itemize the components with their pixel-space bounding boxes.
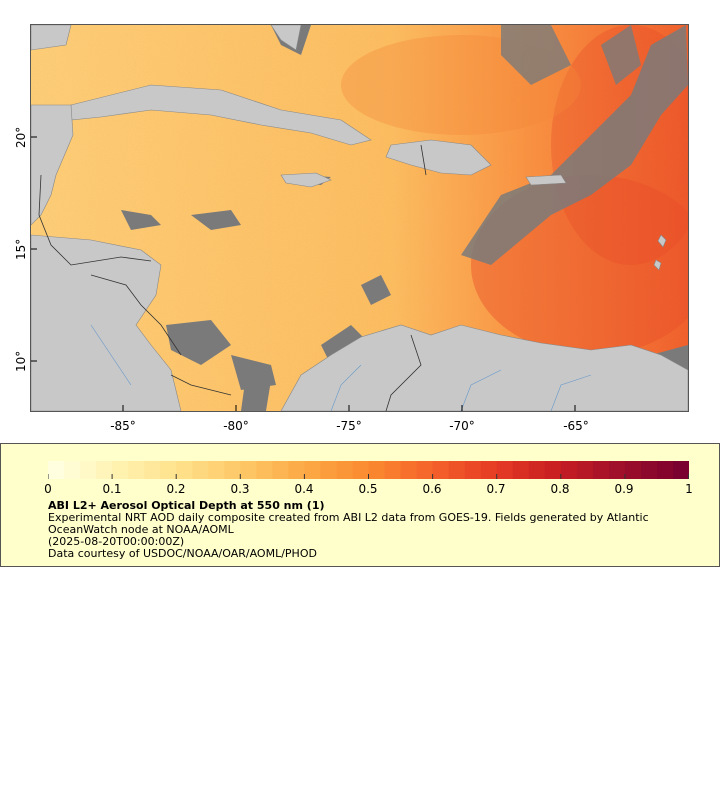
legend-title: ABI L2+ Aerosol Optical Depth at 550 nm …	[48, 499, 325, 512]
colorbar-swatch	[624, 461, 642, 479]
colorbar-swatch	[640, 461, 658, 479]
colorbar-swatch	[656, 461, 674, 479]
x-tick-label: -85°	[110, 419, 136, 433]
aod-map[interactable]	[30, 24, 689, 412]
colorbar-swatch	[208, 461, 225, 479]
cuba-land	[70, 84, 372, 146]
colorbar-label: 0	[44, 482, 52, 496]
x-tick-label: -75°	[336, 419, 362, 433]
yucatan-land	[31, 104, 74, 226]
colorbar-swatch	[160, 461, 177, 479]
colorbar-swatch	[432, 461, 450, 479]
y-tick-label: 15°	[14, 238, 28, 260]
colorbar-swatch	[496, 461, 514, 479]
colorbar-swatch	[480, 461, 498, 479]
colorbar-label: 0.2	[166, 482, 186, 496]
colorbar-swatch	[544, 461, 562, 479]
colorbar-swatch	[272, 461, 289, 479]
colorbar-label: 0.1	[102, 482, 122, 496]
colorbar-swatch	[112, 461, 129, 479]
legend-panel: 0 0.1 0.2 0.3 0.4 0.5 0.6 0.7 0.8 0.9 1 …	[0, 443, 720, 567]
puerto-rico-land	[525, 174, 567, 186]
florida-land	[270, 25, 302, 51]
jamaica-land	[280, 172, 332, 188]
colorbar-swatch	[592, 461, 610, 479]
land-masses	[31, 25, 688, 411]
colorbar-swatch	[512, 461, 530, 479]
colorbar-swatch	[48, 461, 65, 479]
x-tick-label: -70°	[449, 419, 475, 433]
colorbar-swatch	[256, 461, 273, 479]
colorbar-label: 0.4	[294, 482, 314, 496]
colorbar-label: 0.8	[550, 482, 570, 496]
map-ticks	[31, 136, 576, 411]
colorbar-label: 0.9	[614, 482, 634, 496]
colorbar-swatch	[288, 461, 305, 479]
colorbar-swatch	[528, 461, 546, 479]
colorbar-swatch	[80, 461, 97, 479]
colorbar-swatch	[192, 461, 209, 479]
colorbar-swatch	[352, 461, 369, 479]
colorbar-swatch	[320, 461, 337, 479]
colorbar-swatch	[448, 461, 466, 479]
colorbar-swatch	[368, 461, 386, 479]
colorbar	[48, 461, 689, 479]
colorbar-swatch	[608, 461, 626, 479]
country-borders	[38, 144, 427, 411]
colorbar-swatch	[464, 461, 482, 479]
map-canvas	[31, 25, 688, 411]
colorbar-swatch	[176, 461, 193, 479]
colorbar-label: 0.3	[230, 482, 250, 496]
colorbar-swatch	[336, 461, 353, 479]
colorbar-swatch	[304, 461, 321, 479]
colorbar-swatch	[384, 461, 402, 479]
gulf-coast-land	[31, 25, 72, 51]
colorbar-label: 0.6	[422, 482, 442, 496]
legend-date: (2025-08-20T00:00:00Z)	[48, 535, 185, 548]
y-tick-label: 10°	[14, 350, 28, 372]
colorbar-swatch	[560, 461, 578, 479]
colorbar-label: 1	[685, 482, 693, 496]
legend-description: Experimental NRT AOD daily composite cre…	[48, 511, 649, 536]
colorbar-swatch	[64, 461, 81, 479]
colorbar-swatch	[128, 461, 145, 479]
colorbar-swatch	[672, 461, 689, 479]
central-america-land	[31, 234, 182, 411]
colorbar-swatch	[144, 461, 161, 479]
colorbar-swatch	[224, 461, 241, 479]
colorbar-swatch	[240, 461, 257, 479]
colorbar-swatch	[576, 461, 594, 479]
colorbar-swatch	[416, 461, 434, 479]
legend-credit: Data courtesy of USDOC/NOAA/OAR/AOML/PHO…	[48, 547, 317, 560]
hispaniola-land	[385, 139, 492, 176]
x-tick-label: -80°	[223, 419, 249, 433]
x-tick-label: -65°	[563, 419, 589, 433]
colorbar-label: 0.5	[358, 482, 378, 496]
rivers	[90, 324, 592, 411]
colorbar-label: 0.7	[486, 482, 506, 496]
legend-text: ABI L2+ Aerosol Optical Depth at 550 nm …	[48, 500, 688, 560]
colorbar-swatch	[400, 461, 418, 479]
south-america-land	[280, 324, 688, 411]
y-tick-label: 20°	[14, 126, 28, 148]
colorbar-swatch	[96, 461, 113, 479]
